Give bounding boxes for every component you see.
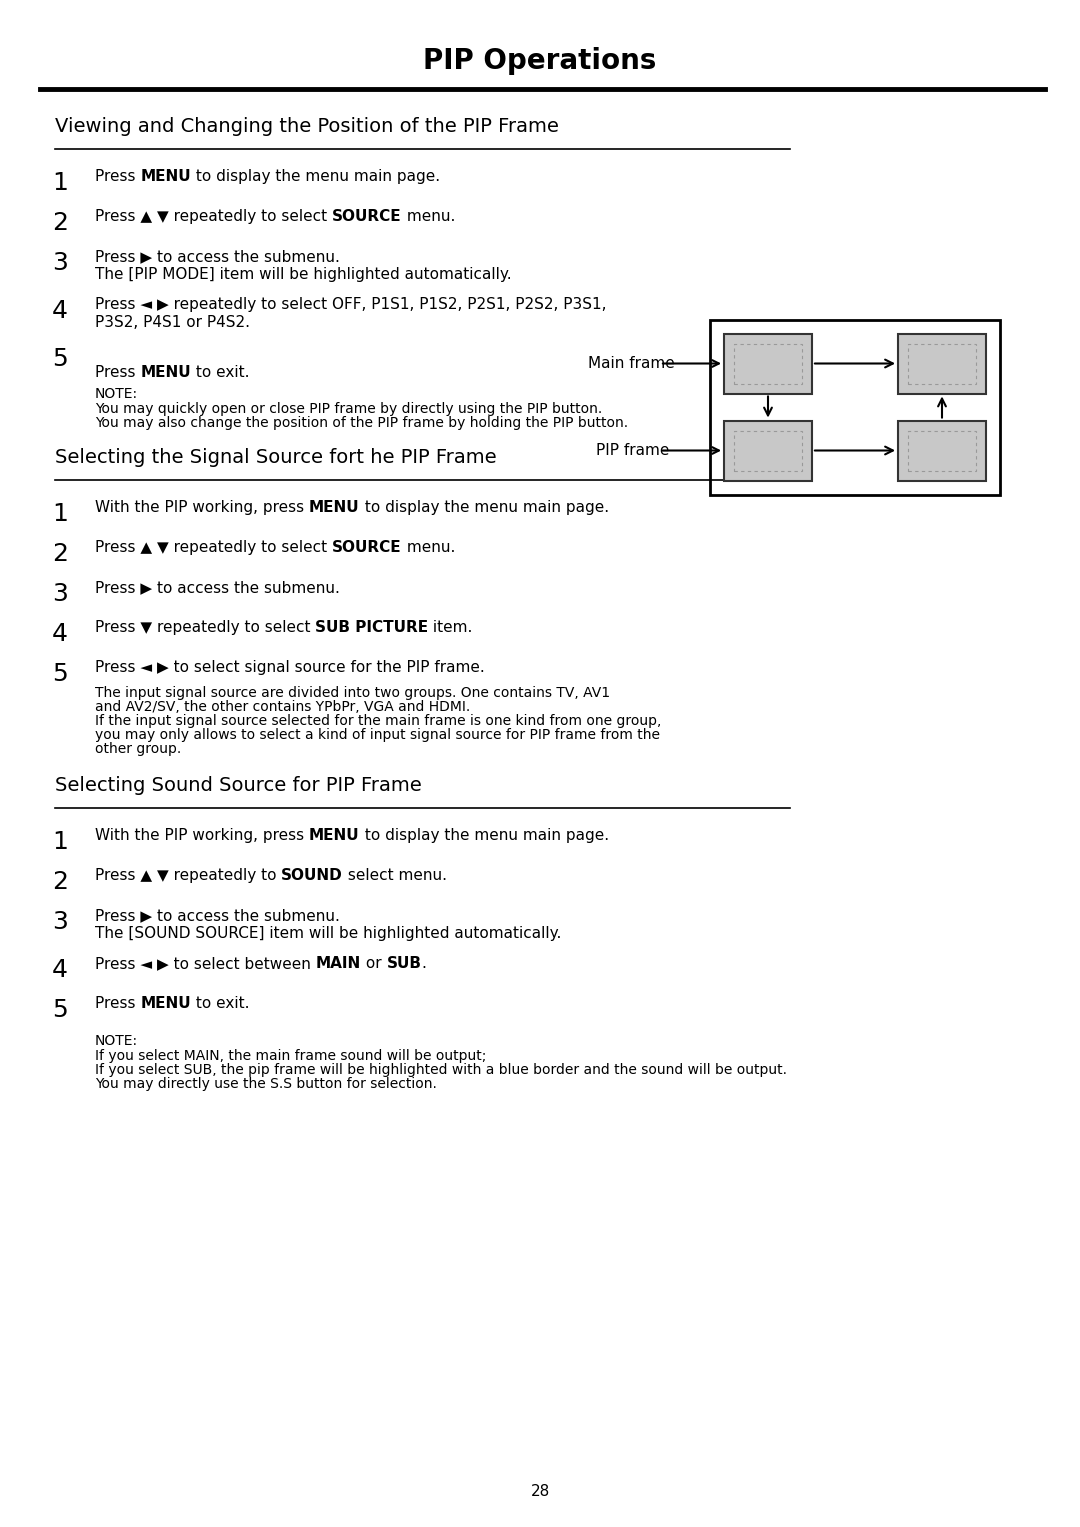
Text: 28: 28: [530, 1484, 550, 1500]
Bar: [724, 333, 812, 394]
Text: to exit.: to exit.: [191, 996, 249, 1011]
Bar: [897, 333, 986, 394]
Text: Press ◄ ▶ repeatedly to select OFF, P1S1, P1S2, P2S1, P2S2, P3S1,: Press ◄ ▶ repeatedly to select OFF, P1S1…: [95, 296, 607, 312]
Text: 5: 5: [52, 347, 68, 371]
Bar: [724, 420, 812, 481]
Bar: [908, 344, 976, 383]
Text: Press: Press: [95, 169, 140, 183]
Text: 2: 2: [52, 870, 68, 893]
Text: The [SOUND SOURCE] item will be highlighted automatically.: The [SOUND SOURCE] item will be highligh…: [95, 925, 562, 941]
Text: menu.: menu.: [402, 541, 455, 554]
Text: Press ▲ ▼ repeatedly to select: Press ▲ ▼ repeatedly to select: [95, 541, 332, 554]
Text: Selecting the Signal Source fort he PIP Frame: Selecting the Signal Source fort he PIP …: [55, 447, 497, 467]
Text: SOURCE: SOURCE: [332, 209, 402, 224]
Text: 5: 5: [52, 663, 68, 686]
Text: You may also change the position of the PIP frame by holding the PIP button.: You may also change the position of the …: [95, 415, 629, 431]
Bar: [710, 319, 1000, 495]
Text: 2: 2: [52, 211, 68, 235]
Text: Selecting Sound Source for PIP Frame: Selecting Sound Source for PIP Frame: [55, 776, 422, 796]
Text: and AV2/SV, the other contains YPbPr, VGA and HDMI.: and AV2/SV, the other contains YPbPr, VG…: [95, 699, 470, 715]
Text: SUB PICTURE: SUB PICTURE: [315, 620, 429, 635]
Text: to display the menu main page.: to display the menu main page.: [360, 499, 609, 515]
Bar: [734, 344, 802, 383]
Text: 5: 5: [52, 999, 68, 1022]
Text: Press ◄ ▶ to select signal source for the PIP frame.: Press ◄ ▶ to select signal source for th…: [95, 660, 485, 675]
Text: 3: 3: [52, 250, 68, 275]
Text: MENU: MENU: [309, 828, 360, 843]
Text: With the PIP working, press: With the PIP working, press: [95, 828, 309, 843]
Text: 4: 4: [52, 621, 68, 646]
Text: SOURCE: SOURCE: [332, 541, 402, 554]
Text: If you select MAIN, the main frame sound will be output;: If you select MAIN, the main frame sound…: [95, 1049, 486, 1063]
Text: PIP frame: PIP frame: [596, 443, 670, 458]
Text: Press ▶ to access the submenu.: Press ▶ to access the submenu.: [95, 249, 340, 264]
Text: Press ▲ ▼ repeatedly to: Press ▲ ▼ repeatedly to: [95, 867, 282, 883]
Text: 3: 3: [52, 582, 68, 606]
Bar: [734, 431, 802, 470]
Bar: [897, 420, 986, 481]
Text: Press: Press: [95, 365, 140, 380]
Text: Press ▶ to access the submenu.: Press ▶ to access the submenu.: [95, 580, 340, 596]
Text: NOTE:: NOTE:: [95, 1034, 138, 1048]
Text: The input signal source are divided into two groups. One contains TV, AV1: The input signal source are divided into…: [95, 686, 610, 699]
Text: Press ▲ ▼ repeatedly to select: Press ▲ ▼ repeatedly to select: [95, 209, 332, 224]
Text: Press ◄ ▶ to select between: Press ◄ ▶ to select between: [95, 956, 315, 971]
Text: item.: item.: [429, 620, 473, 635]
Text: 3: 3: [52, 910, 68, 935]
Text: 1: 1: [52, 831, 68, 854]
Text: Main frame: Main frame: [588, 356, 675, 371]
Text: MENU: MENU: [309, 499, 360, 515]
Text: to display the menu main page.: to display the menu main page.: [360, 828, 609, 843]
Text: NOTE:: NOTE:: [95, 386, 138, 402]
Text: P3S2, P4S1 or P4S2.: P3S2, P4S1 or P4S2.: [95, 315, 249, 330]
Text: to exit.: to exit.: [191, 365, 249, 380]
Text: select menu.: select menu.: [343, 867, 447, 883]
Text: MAIN: MAIN: [315, 956, 361, 971]
Text: 4: 4: [52, 299, 68, 324]
Text: MENU: MENU: [140, 996, 191, 1011]
Text: Press ▼ repeatedly to select: Press ▼ repeatedly to select: [95, 620, 315, 635]
Text: MENU: MENU: [140, 365, 191, 380]
Text: to display the menu main page.: to display the menu main page.: [191, 169, 441, 183]
Text: Press ▶ to access the submenu.: Press ▶ to access the submenu.: [95, 909, 340, 922]
Text: you may only allows to select a kind of input signal source for PIP frame from t: you may only allows to select a kind of …: [95, 728, 660, 742]
Text: The [PIP MODE] item will be highlighted automatically.: The [PIP MODE] item will be highlighted …: [95, 267, 512, 282]
Text: Viewing and Changing the Position of the PIP Frame: Viewing and Changing the Position of the…: [55, 118, 558, 136]
Text: 1: 1: [52, 502, 68, 525]
Text: You may directly use the S.S button for selection.: You may directly use the S.S button for …: [95, 1077, 437, 1090]
Text: You may quickly open or close PIP frame by directly using the PIP button.: You may quickly open or close PIP frame …: [95, 402, 603, 415]
Text: .: .: [421, 956, 427, 971]
Text: Press: Press: [95, 996, 140, 1011]
Text: other group.: other group.: [95, 742, 181, 756]
Text: 2: 2: [52, 542, 68, 567]
Bar: [908, 431, 976, 470]
Text: SUB: SUB: [387, 956, 421, 971]
Text: or: or: [361, 956, 387, 971]
Text: SOUND: SOUND: [282, 867, 343, 883]
Text: If you select SUB, the pip frame will be highlighted with a blue border and the : If you select SUB, the pip frame will be…: [95, 1063, 787, 1077]
Text: 4: 4: [52, 957, 68, 982]
Text: 1: 1: [52, 171, 68, 195]
Text: PIP Operations: PIP Operations: [423, 47, 657, 75]
Text: menu.: menu.: [402, 209, 455, 224]
Text: If the input signal source selected for the main frame is one kind from one grou: If the input signal source selected for …: [95, 715, 661, 728]
Text: With the PIP working, press: With the PIP working, press: [95, 499, 309, 515]
Text: MENU: MENU: [140, 169, 191, 183]
